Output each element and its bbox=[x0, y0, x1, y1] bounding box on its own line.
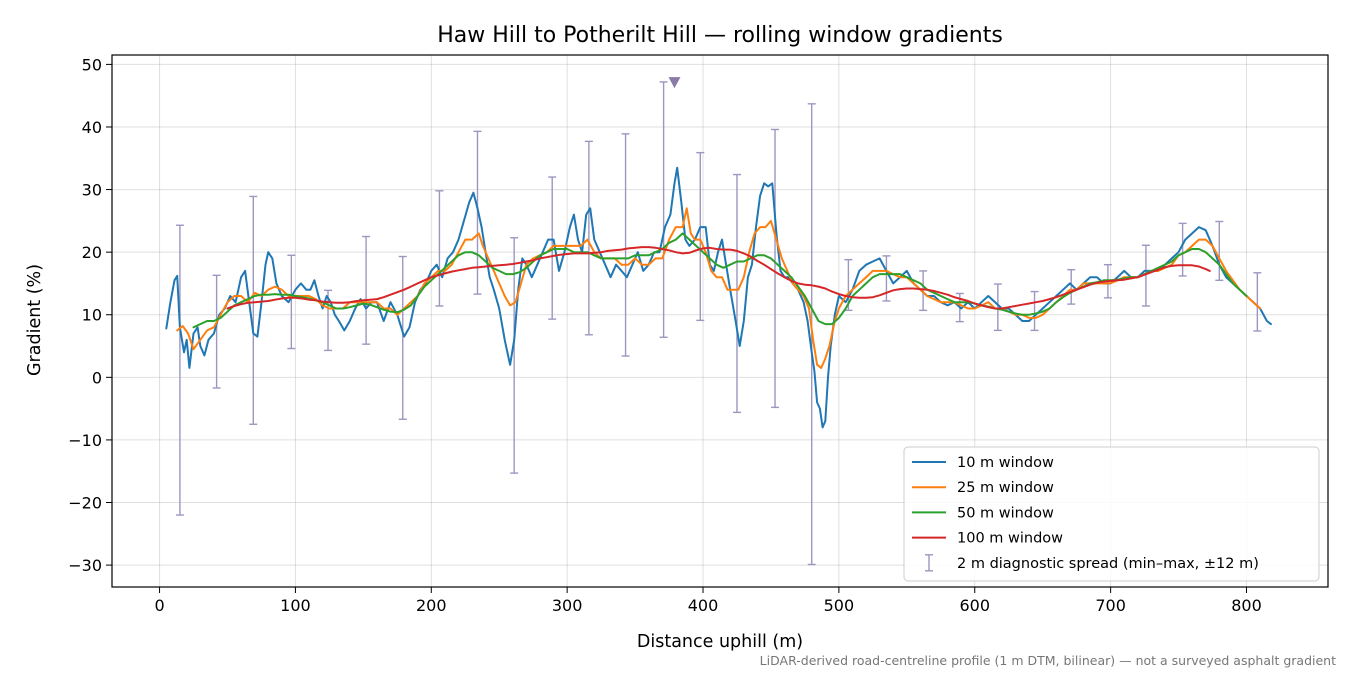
y-tick-label: 50 bbox=[82, 55, 102, 74]
legend-item: 10 m window bbox=[912, 455, 1054, 471]
y-tick-label: 30 bbox=[82, 181, 102, 200]
chart-title: Haw Hill to Potherilt Hill — rolling win… bbox=[437, 23, 1003, 48]
legend-item: 50 m window bbox=[912, 505, 1054, 521]
y-tick-label: 40 bbox=[82, 118, 102, 137]
errorbar bbox=[362, 235, 371, 345]
legend-label: 25 m window bbox=[957, 480, 1054, 496]
y-tick-label: 20 bbox=[82, 243, 102, 262]
footnote: LiDAR-derived road-centreline profile (1… bbox=[760, 653, 1336, 668]
x-tick-label: 700 bbox=[1095, 596, 1126, 615]
errorbar bbox=[1215, 220, 1224, 282]
x-tick-label: 600 bbox=[959, 596, 990, 615]
x-tick-label: 300 bbox=[552, 596, 583, 615]
legend-box bbox=[903, 446, 1320, 582]
legend: 10 m window 25 m window 50 m window 100 m w… bbox=[903, 446, 1320, 582]
series-line-2 bbox=[176, 207, 1262, 369]
y-axis: −30 −20 −10 0 10 20 30 40 50 bbox=[68, 55, 112, 575]
legend-label: 10 m window bbox=[957, 455, 1054, 471]
errorbar bbox=[771, 128, 780, 409]
errorbar bbox=[212, 274, 221, 389]
errorbar bbox=[584, 140, 593, 336]
x-tick-label: 100 bbox=[280, 596, 311, 615]
errorbar bbox=[732, 173, 741, 414]
y-axis-label: Gradient (%) bbox=[25, 264, 45, 376]
x-tick-label: 400 bbox=[688, 596, 719, 615]
y-tick-label: 10 bbox=[82, 306, 102, 325]
errorbar bbox=[435, 190, 444, 307]
y-tick-label: −20 bbox=[68, 494, 102, 513]
x-tick-label: 500 bbox=[824, 596, 855, 615]
errorbar bbox=[1253, 272, 1262, 332]
y-tick-label: −10 bbox=[68, 431, 102, 450]
plot-area bbox=[165, 77, 1272, 566]
y-tick-label: −30 bbox=[68, 556, 102, 575]
errorbar bbox=[659, 81, 668, 338]
legend-label: 2 m diagnostic spread (min–max, ±12 m) bbox=[957, 556, 1259, 572]
errorbar bbox=[287, 254, 296, 350]
errorbar bbox=[510, 237, 519, 474]
legend-item: 2 m diagnostic spread (min–max, ±12 m) bbox=[925, 554, 1259, 572]
errorbar bbox=[1141, 244, 1150, 307]
x-axis-label: Distance uphill (m) bbox=[637, 632, 803, 652]
legend-label: 100 m window bbox=[957, 531, 1063, 547]
x-tick-label: 0 bbox=[154, 596, 164, 615]
legend-item: 100 m window bbox=[912, 531, 1063, 547]
errorbar bbox=[993, 283, 1002, 332]
x-tick-label: 800 bbox=[1231, 596, 1262, 615]
errorbar bbox=[324, 289, 333, 352]
errorbar bbox=[621, 133, 630, 357]
errorbar bbox=[249, 195, 258, 425]
errorbar bbox=[1178, 222, 1187, 277]
x-tick-label: 200 bbox=[416, 596, 447, 615]
errorbar bbox=[1030, 290, 1039, 332]
legend-label: 50 m window bbox=[957, 505, 1054, 521]
x-axis: 0 100 200 300 400 500 600 700 800 bbox=[154, 587, 1262, 615]
legend-item: 25 m window bbox=[912, 480, 1054, 496]
y-tick-label: 0 bbox=[92, 368, 102, 387]
series-line-1 bbox=[165, 166, 1272, 429]
errorbar bbox=[175, 224, 184, 516]
errorbar bbox=[398, 255, 407, 420]
peak-marker bbox=[668, 77, 681, 89]
errorbar bbox=[919, 270, 928, 312]
errorbar bbox=[1067, 268, 1076, 305]
axes-frame bbox=[111, 54, 1329, 588]
series-line-4 bbox=[226, 246, 1211, 310]
errorbar bbox=[696, 151, 705, 322]
